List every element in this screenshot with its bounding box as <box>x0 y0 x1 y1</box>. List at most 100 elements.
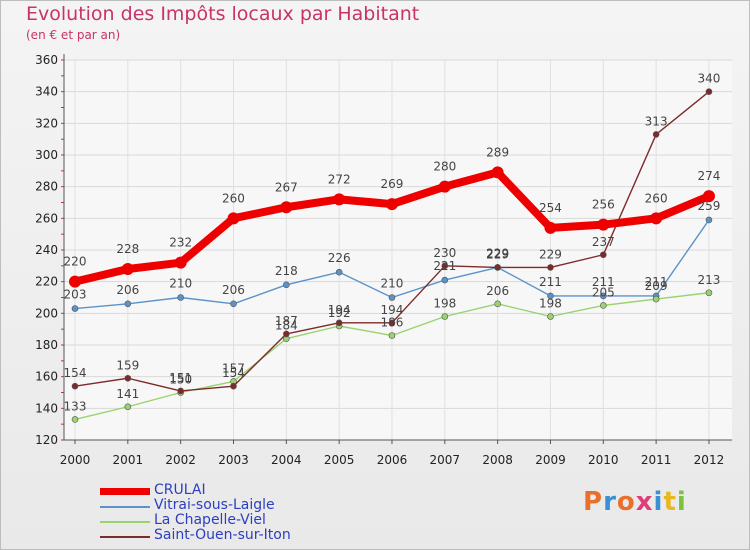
data-label: 198 <box>539 297 562 311</box>
y-tick-label: 180 <box>35 338 58 352</box>
data-point <box>280 201 293 214</box>
data-label: 267 <box>275 180 298 194</box>
data-label: 157 <box>222 361 245 375</box>
data-label: 260 <box>222 191 245 205</box>
data-label: 210 <box>169 277 192 291</box>
data-point <box>177 387 184 395</box>
data-point <box>650 212 663 225</box>
data-point <box>599 251 607 259</box>
data-point <box>494 300 501 308</box>
data-point <box>121 263 134 275</box>
data-label: 154 <box>64 366 87 380</box>
data-label: 184 <box>275 319 298 333</box>
data-point <box>491 166 504 179</box>
series-lines <box>69 88 715 423</box>
data-point <box>441 262 449 270</box>
data-label: 229 <box>539 247 562 261</box>
data-label: 220 <box>64 255 87 269</box>
data-label: 232 <box>169 236 192 250</box>
data-point <box>335 268 343 276</box>
data-label: 228 <box>116 242 139 256</box>
data-label: 259 <box>698 199 721 213</box>
data-label: 260 <box>645 191 668 205</box>
data-point <box>547 264 554 271</box>
data-point <box>544 221 557 234</box>
data-point <box>652 295 660 303</box>
data-label: 154 <box>222 366 245 380</box>
data-point <box>124 300 132 308</box>
data-point <box>71 382 79 390</box>
data-point <box>230 300 237 308</box>
data-label: 211 <box>645 275 668 289</box>
x-tick-label: 2007 <box>430 453 461 467</box>
chart-subtitle: (en € et par an) <box>26 28 121 42</box>
data-point <box>438 180 451 193</box>
data-labels: 220 228 232 260 267 272 269 280 289 254 256 260 274 2… <box>64 72 721 414</box>
x-tick-label: 2000 <box>60 453 91 467</box>
data-point <box>388 294 396 301</box>
data-point <box>385 198 398 211</box>
axes: 120 140 160 180 200 220 240 260 280 300 320 340 360 2… <box>35 53 732 467</box>
data-label: 151 <box>169 371 192 385</box>
data-label: 198 <box>433 297 456 311</box>
data-point <box>177 294 184 301</box>
y-tick-label: 240 <box>35 243 58 257</box>
data-point <box>227 212 240 225</box>
data-point <box>597 218 610 231</box>
x-tick-label: 2011 <box>641 453 672 467</box>
x-tick-label: 2009 <box>535 453 566 467</box>
data-label: 272 <box>328 172 351 186</box>
y-tick-label: 340 <box>35 85 58 99</box>
data-point <box>494 264 501 271</box>
data-label: 211 <box>592 275 615 289</box>
y-tick-label: 140 <box>35 401 58 415</box>
data-label: 340 <box>698 72 721 86</box>
data-label: 218 <box>275 264 298 278</box>
data-point <box>283 281 290 289</box>
x-tick-label: 2012 <box>694 453 725 467</box>
x-tick-label: 2004 <box>271 453 302 467</box>
y-tick-label: 160 <box>35 370 58 384</box>
data-label: 194 <box>381 303 404 317</box>
data-label: 186 <box>381 316 404 330</box>
data-point <box>174 256 187 269</box>
legend-label: CRULAI <box>154 482 206 498</box>
grid <box>64 59 732 441</box>
data-label: 159 <box>116 358 139 372</box>
data-label: 229 <box>486 246 509 260</box>
data-label: 206 <box>116 283 139 297</box>
y-tick-label: 260 <box>35 211 58 225</box>
x-tick-label: 2003 <box>218 453 249 467</box>
legend-swatch <box>100 506 150 508</box>
data-label: 150 <box>169 373 192 387</box>
data-point <box>71 416 79 423</box>
x-tick-label: 2010 <box>588 453 619 467</box>
data-point <box>283 330 290 338</box>
data-label: 206 <box>222 283 245 297</box>
data-point <box>702 190 715 203</box>
data-point <box>124 403 132 411</box>
data-point <box>705 88 713 95</box>
data-label: 213 <box>698 273 721 287</box>
data-label: 221 <box>433 259 456 273</box>
data-label: 211 <box>539 275 562 289</box>
x-tick-label: 2001 <box>113 453 144 467</box>
y-tick-label: 300 <box>35 148 58 162</box>
data-label: 254 <box>539 201 562 215</box>
data-label: 141 <box>116 387 139 401</box>
data-point <box>69 275 81 288</box>
data-point <box>388 332 396 339</box>
x-tick-label: 2005 <box>324 453 355 467</box>
data-point <box>335 319 343 327</box>
y-tick-label: 120 <box>35 433 58 447</box>
y-tick-label: 280 <box>35 180 58 194</box>
data-label: 229 <box>486 247 509 261</box>
data-point <box>547 292 554 300</box>
data-label: 274 <box>698 169 721 183</box>
data-point <box>230 382 237 390</box>
y-tick-label: 200 <box>35 306 58 320</box>
legend-swatch <box>100 488 150 495</box>
data-label: 192 <box>328 306 351 320</box>
data-point <box>441 313 449 320</box>
